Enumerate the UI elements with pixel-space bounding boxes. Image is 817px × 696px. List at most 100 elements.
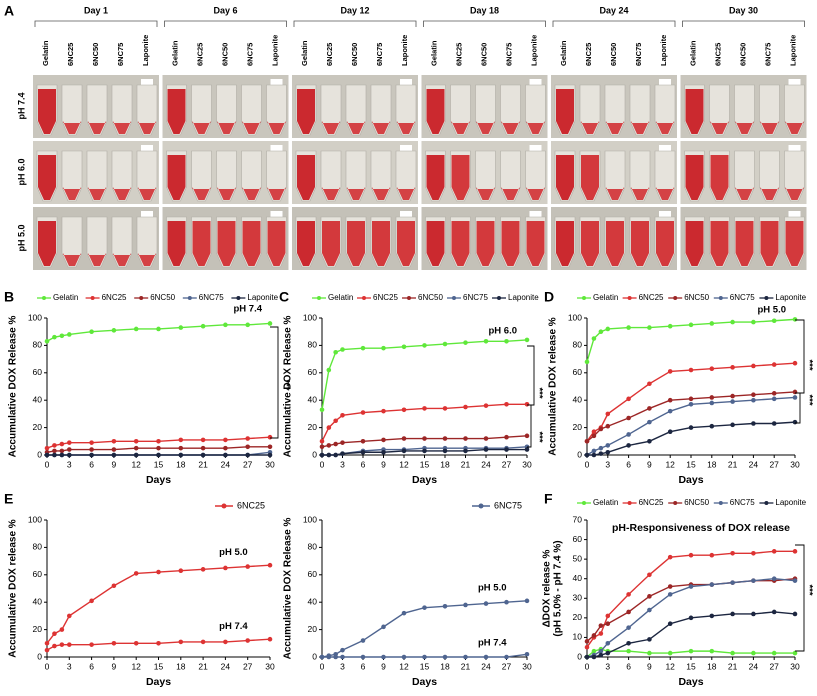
dye xyxy=(710,121,729,134)
tube xyxy=(136,84,158,136)
data-point xyxy=(709,582,715,587)
tube xyxy=(191,150,212,202)
data-point xyxy=(667,408,673,414)
sample-label: Gelatin xyxy=(559,40,568,66)
data-point xyxy=(52,448,57,454)
legend-label: 6NC25 xyxy=(102,293,127,302)
data-point xyxy=(688,425,694,430)
dye xyxy=(347,121,365,134)
dye xyxy=(113,121,131,134)
tube xyxy=(136,150,158,202)
ph-label: pH 7.4 xyxy=(16,92,26,119)
x-tick-label: 3 xyxy=(605,661,610,671)
data-point xyxy=(605,443,611,448)
data-point xyxy=(360,439,366,444)
data-point xyxy=(771,318,777,324)
y-tick-label: 60 xyxy=(573,367,583,377)
tube xyxy=(475,84,496,136)
x-tick-label: 18 xyxy=(176,459,186,469)
data-point xyxy=(245,322,250,328)
data-point xyxy=(200,437,206,443)
y-tick-label: 40 xyxy=(33,596,43,606)
tube xyxy=(395,150,417,202)
dye xyxy=(656,221,674,266)
data-point xyxy=(709,366,715,371)
sample-label: 6NC25 xyxy=(195,43,204,66)
scale-bar xyxy=(788,211,801,217)
data-point xyxy=(422,343,427,348)
dye xyxy=(606,221,624,266)
data-point xyxy=(647,594,652,599)
data-point xyxy=(647,650,652,656)
data-point xyxy=(67,642,72,647)
y-tick-label: 30 xyxy=(573,593,583,603)
x-tick-label: 24 xyxy=(221,459,231,469)
data-point xyxy=(709,648,715,654)
dye xyxy=(451,155,470,200)
data-point xyxy=(59,452,65,458)
data-point xyxy=(133,452,139,458)
data-point xyxy=(771,362,777,367)
x-tick-label: 24 xyxy=(221,661,231,671)
data-point xyxy=(340,647,345,653)
data-point xyxy=(178,437,184,443)
data-point xyxy=(44,647,50,653)
tube xyxy=(629,150,651,202)
sample-label: Gelatin xyxy=(41,40,50,66)
data-point xyxy=(401,407,407,413)
tube xyxy=(500,84,521,136)
data-point xyxy=(524,447,530,452)
data-point xyxy=(605,650,611,656)
data-point xyxy=(584,644,590,650)
data-point xyxy=(647,607,652,613)
tube xyxy=(216,84,237,136)
dye xyxy=(735,221,754,266)
x-tick-label: 6 xyxy=(361,661,366,671)
data-point xyxy=(667,584,673,589)
legend-label: Laponite xyxy=(775,293,806,302)
scale-bar xyxy=(400,211,412,217)
data-point xyxy=(792,389,798,395)
data-point xyxy=(326,654,332,660)
scale-bar xyxy=(270,145,283,151)
dye xyxy=(38,221,56,266)
significance-bracket xyxy=(795,319,805,394)
day-bracket xyxy=(164,20,287,27)
day-label: Day 18 xyxy=(470,5,499,15)
data-point xyxy=(626,609,631,615)
sample-label: Gelatin xyxy=(300,40,309,66)
data-point xyxy=(200,445,206,451)
sample-label: 6NC50 xyxy=(350,43,359,66)
data-point xyxy=(401,448,407,454)
legend-marker xyxy=(764,501,769,505)
scale-bar xyxy=(400,79,412,85)
tube xyxy=(320,150,342,202)
x-tick-label: 15 xyxy=(154,661,164,671)
data-point xyxy=(333,654,338,660)
dye xyxy=(297,155,315,200)
tube xyxy=(475,150,496,202)
y-tick-label: 40 xyxy=(308,394,318,404)
x-tick-label: 12 xyxy=(665,661,675,671)
x-tick-label: 15 xyxy=(154,459,164,469)
legend-marker xyxy=(90,296,95,300)
dye xyxy=(372,121,390,134)
dye xyxy=(556,89,574,134)
legend-marker xyxy=(718,501,723,505)
data-point xyxy=(647,325,652,330)
data-point xyxy=(326,367,332,373)
data-point xyxy=(422,406,427,411)
data-point xyxy=(524,433,530,439)
data-point xyxy=(688,615,694,621)
data-point xyxy=(626,592,631,597)
legend-marker xyxy=(627,501,632,505)
dye xyxy=(192,187,211,200)
data-point xyxy=(598,648,604,654)
data-point xyxy=(688,367,694,373)
significance-bracket xyxy=(527,404,532,448)
dye xyxy=(785,221,804,266)
y-tick-label: 0 xyxy=(577,449,582,459)
panel-label: C xyxy=(279,289,289,305)
data-point xyxy=(156,439,161,444)
data-point xyxy=(67,447,72,452)
